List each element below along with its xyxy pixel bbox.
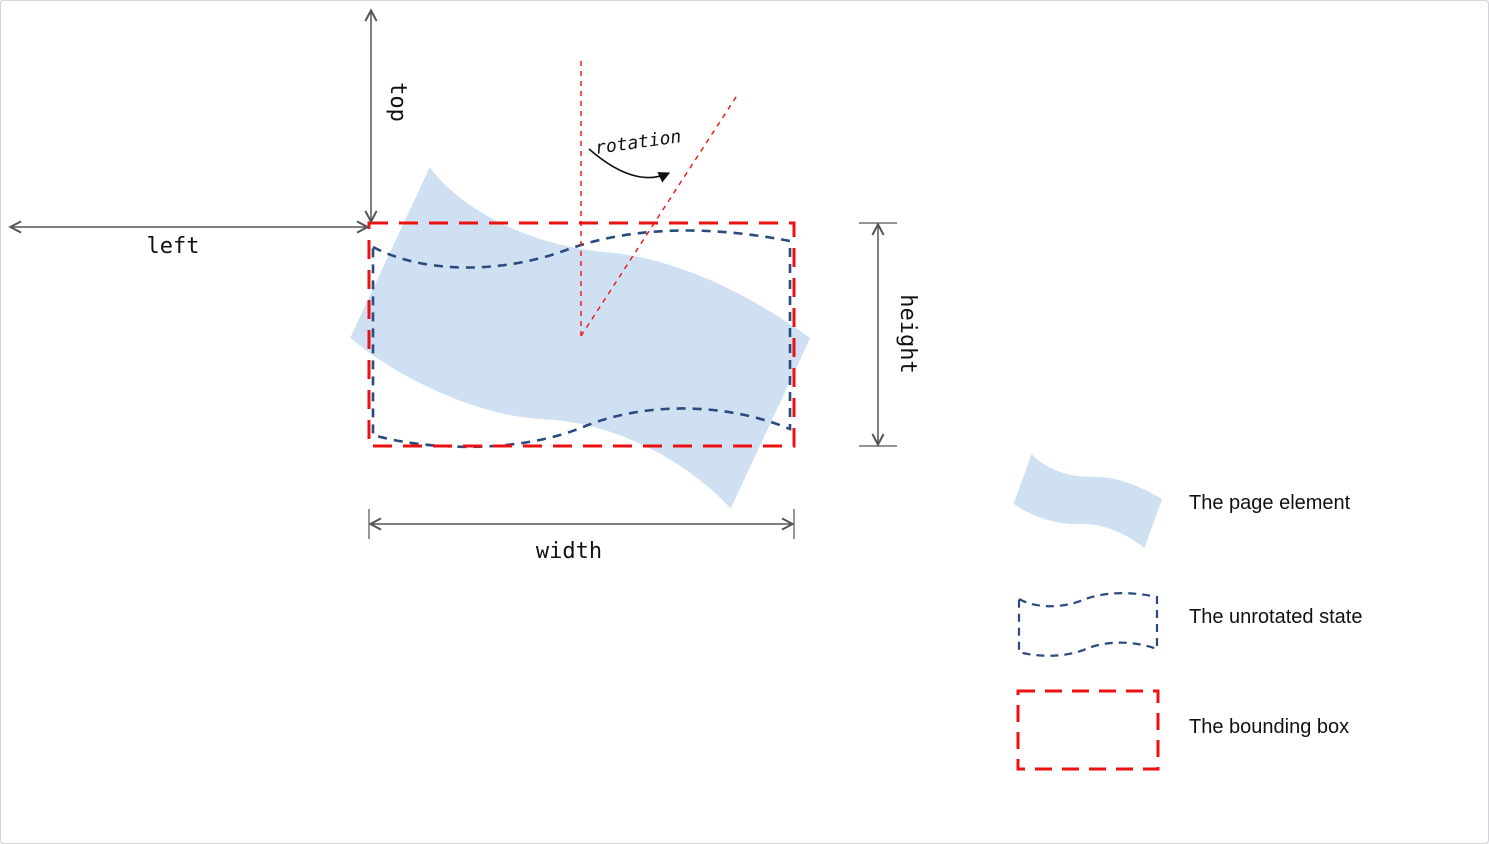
legend-item-bounding-box: The bounding box (1016, 689, 1349, 771)
rotation-rotated-line (580, 93, 739, 337)
unrotated-state-swatch-icon (1017, 592, 1159, 657)
legend-label-unrotated-state: The unrotated state (1189, 606, 1362, 628)
top-label: top (385, 82, 410, 122)
rotation-label: rotation (594, 126, 683, 159)
legend-item-unrotated-state: The unrotated state (1017, 592, 1362, 657)
bounding-box-swatch-icon (1016, 689, 1160, 771)
legend-label-bounding-box: The bounding box (1189, 716, 1349, 738)
legend: The page element The unrotated state The… (1013, 453, 1362, 771)
legend-item-page-element: The page element (1013, 453, 1351, 549)
width-label: width (536, 539, 602, 564)
rotation-arc-arrow (588, 148, 671, 183)
left-label: left (147, 234, 200, 259)
page-element-swatch-icon (1013, 453, 1163, 549)
height-label: height (895, 294, 920, 373)
page-element-shape (350, 167, 811, 509)
unrotated-state-shape (371, 229, 792, 449)
legend-label-page-element: The page element (1189, 492, 1351, 514)
